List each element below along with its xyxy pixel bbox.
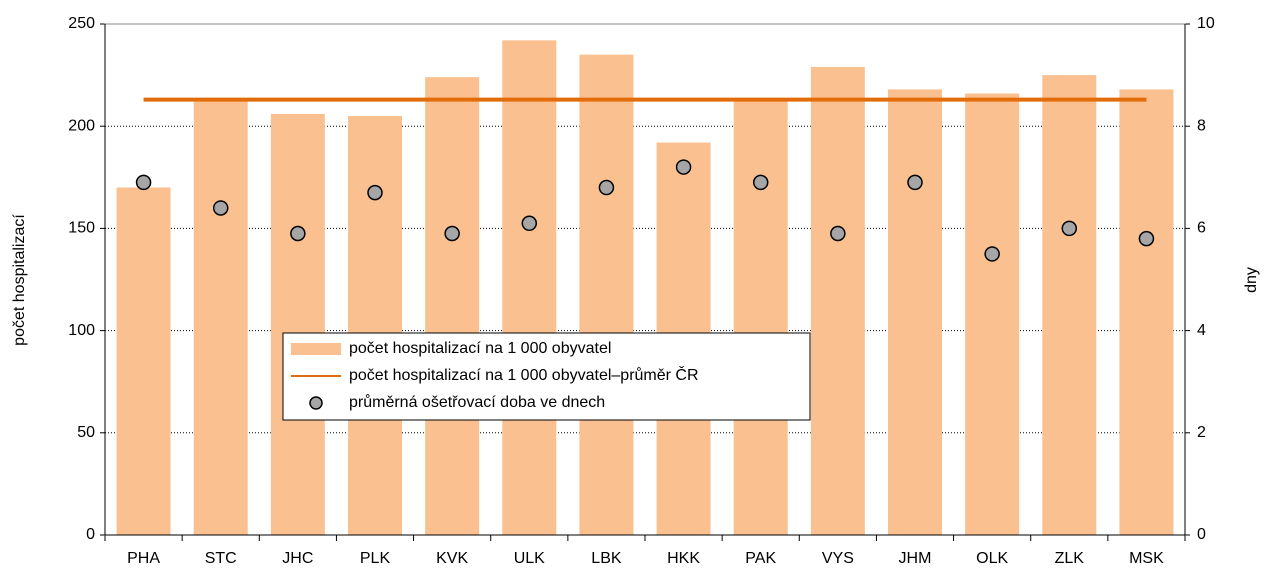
x-tick-label: JHC xyxy=(282,550,313,567)
x-tick-label: PAK xyxy=(745,550,776,567)
bar xyxy=(270,113,325,535)
bar xyxy=(1119,89,1174,536)
point xyxy=(675,159,692,175)
point xyxy=(212,200,229,216)
bar xyxy=(965,93,1020,535)
y2-tick-label: 8 xyxy=(1197,117,1206,134)
point xyxy=(521,215,538,232)
point xyxy=(752,174,769,191)
y-tick-label: 150 xyxy=(68,220,95,237)
y2-axis-label: dny xyxy=(1243,267,1260,293)
bar xyxy=(579,54,634,535)
x-tick-label: STC xyxy=(205,550,237,567)
point xyxy=(367,184,383,201)
bar xyxy=(193,99,248,536)
x-tick-label: JHM xyxy=(899,550,932,567)
point xyxy=(1061,220,1078,237)
legend-label: počet hospitalizací na 1 000 obyvatel–pr… xyxy=(349,365,699,384)
y2-tick-label: 10 xyxy=(1197,15,1215,32)
x-tick-label: OLK xyxy=(976,550,1008,567)
point xyxy=(598,179,615,196)
legend-label: počet hospitalizací na 1 000 obyvatel xyxy=(349,340,611,357)
bar xyxy=(116,187,171,535)
y2-tick-label: 6 xyxy=(1197,220,1206,237)
bar xyxy=(348,115,402,535)
y-tick-label: 200 xyxy=(68,117,95,134)
x-tick-label: PHA xyxy=(127,550,160,567)
x-tick-label: MSK xyxy=(1129,550,1164,567)
y-axis-label: počet hospitalizací xyxy=(11,214,28,346)
y-tick-label: 100 xyxy=(68,322,95,339)
point xyxy=(1138,230,1155,247)
x-tick-label: ZLK xyxy=(1055,550,1085,567)
y-tick-label: 0 xyxy=(86,526,95,543)
x-tick-label: ULK xyxy=(514,550,545,567)
y2-tick-label: 4 xyxy=(1197,322,1206,339)
point xyxy=(907,174,923,191)
legend-label: průměrná ošetřovací doba ve dnech xyxy=(349,393,605,411)
x-tick-label: VYS xyxy=(822,550,854,567)
bar xyxy=(888,89,942,536)
legend-box xyxy=(282,332,811,421)
bar xyxy=(733,99,788,536)
bar xyxy=(810,66,865,535)
y-tick-label: 50 xyxy=(77,424,95,441)
x-tick-label: PLK xyxy=(360,550,391,567)
y2-tick-label: 2 xyxy=(1197,424,1206,441)
y2-tick-label: 0 xyxy=(1197,526,1206,543)
x-tick-label: HKK xyxy=(667,550,700,567)
x-tick-label: KVK xyxy=(436,550,468,567)
point xyxy=(135,174,152,191)
point xyxy=(830,225,846,242)
y-tick-label: 250 xyxy=(68,15,95,32)
point xyxy=(444,225,460,242)
bar xyxy=(1042,75,1097,535)
point xyxy=(984,246,1000,262)
legend-swatch xyxy=(309,396,323,410)
bar xyxy=(425,77,480,536)
bar xyxy=(502,40,557,536)
legend-swatch xyxy=(291,343,341,355)
x-tick-label: LBK xyxy=(591,550,622,567)
point xyxy=(290,225,306,242)
